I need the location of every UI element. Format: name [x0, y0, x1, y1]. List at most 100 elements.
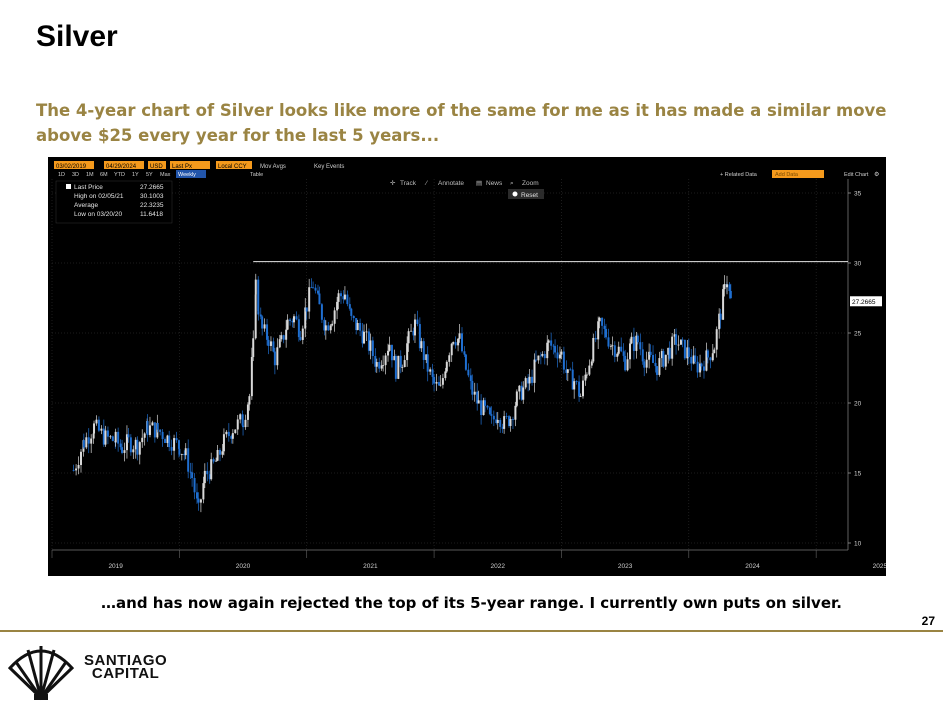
- candle-body: [660, 351, 663, 359]
- candle-body: [655, 366, 658, 375]
- candle-body: [282, 335, 285, 340]
- candle-body: [143, 433, 146, 438]
- candle-body: [184, 448, 187, 456]
- candle-body: [216, 449, 219, 461]
- candle-body: [412, 330, 415, 336]
- candle-body: [636, 335, 639, 343]
- candle-body: [363, 331, 366, 344]
- edit-chart-button[interactable]: Edit Chart: [844, 172, 869, 178]
- zoom-button[interactable]: Zoom: [522, 180, 539, 187]
- candle-body: [215, 460, 218, 462]
- candle-body: [709, 357, 712, 361]
- candle-body: [329, 325, 332, 331]
- currency-text: USD: [150, 164, 163, 170]
- legend-low-value: 11.6418: [140, 211, 163, 218]
- candle-body: [622, 351, 625, 356]
- range-5y[interactable]: 5Y: [146, 172, 153, 178]
- candle-body: [388, 344, 391, 351]
- candle-body: [337, 293, 340, 302]
- candle-body: [177, 440, 180, 449]
- currency-field[interactable]: [148, 161, 166, 169]
- add-data-field[interactable]: [772, 170, 824, 178]
- annotate-button[interactable]: Annotate: [438, 180, 464, 187]
- candle-body: [511, 418, 514, 420]
- range-ytd[interactable]: YTD: [114, 172, 125, 178]
- start-date-field[interactable]: [54, 161, 94, 169]
- news-button[interactable]: News: [486, 180, 503, 187]
- candle-body: [210, 459, 213, 480]
- candle-body: [609, 345, 612, 347]
- candle-body: [416, 319, 419, 325]
- silver-price-chart[interactable]: 03/02/2019 04/29/2024 USD Last Px Local …: [48, 157, 887, 576]
- end-date-field[interactable]: [104, 161, 144, 169]
- candle-body: [305, 307, 308, 312]
- candle-body: [671, 336, 674, 359]
- candle-body: [579, 396, 582, 398]
- candle-body: [641, 349, 644, 362]
- candle-body: [486, 405, 489, 408]
- range-1y[interactable]: 1Y: [132, 172, 139, 178]
- candle-body: [679, 339, 682, 345]
- candle-body: [488, 407, 491, 415]
- gear-icon[interactable]: ⚙: [874, 171, 879, 178]
- x-tick-label: 2024: [745, 563, 760, 570]
- range-max[interactable]: Max: [160, 172, 171, 178]
- candle-body: [127, 434, 130, 438]
- candle-body: [426, 354, 429, 372]
- reset-button[interactable]: Reset: [521, 192, 538, 199]
- candle-body: [125, 434, 128, 451]
- annotate-icon: ⁄: [424, 180, 428, 187]
- candle-body: [219, 449, 222, 455]
- range-6m[interactable]: 6M: [100, 172, 108, 178]
- frequency-text: Weekly: [178, 172, 196, 178]
- candle-body: [314, 287, 317, 291]
- candle-body: [225, 431, 228, 435]
- candle-body: [222, 434, 225, 452]
- candle-body: [380, 365, 383, 369]
- candle-body: [445, 361, 448, 372]
- candle-body: [420, 341, 423, 349]
- candle-body: [183, 454, 186, 456]
- chart-canvas[interactable]: 03/02/2019 04/29/2024 USD Last Px Local …: [48, 157, 887, 576]
- price-field[interactable]: [170, 161, 210, 169]
- related-data-button[interactable]: + Related Data: [720, 172, 758, 178]
- candle-body: [461, 333, 464, 352]
- candle-body: [490, 414, 493, 416]
- candle-body: [257, 311, 260, 315]
- candle-body: [106, 430, 109, 437]
- last-price-label: 27.2665: [852, 299, 876, 306]
- candle-body: [571, 369, 574, 390]
- candle-body: [448, 355, 451, 362]
- candle-body: [278, 339, 281, 348]
- candle-body: [598, 317, 601, 322]
- candle-body: [452, 342, 455, 344]
- candle-body: [515, 391, 518, 406]
- candle-body: [401, 367, 404, 368]
- candle-body: [166, 435, 169, 444]
- candle-body: [495, 419, 498, 423]
- candle-body: [554, 346, 557, 353]
- reset-button-bg[interactable]: [508, 189, 544, 199]
- table-button[interactable]: Table: [250, 172, 263, 178]
- track-button[interactable]: Track: [400, 180, 417, 187]
- candle-body: [250, 357, 253, 397]
- key-events-button[interactable]: Key Events: [314, 164, 344, 170]
- candle-body: [292, 316, 295, 323]
- x-tick-labels: 2019 2020 2021 2022 2023 2024 2025: [51, 550, 887, 570]
- candle-body: [384, 355, 387, 366]
- mov-avgs-button[interactable]: Mov Avgs: [260, 164, 286, 170]
- ccy-field[interactable]: [216, 161, 252, 169]
- grid-lines: [51, 179, 848, 550]
- legend-high-value: 30.1003: [140, 193, 164, 200]
- range-3d[interactable]: 3D: [72, 172, 79, 178]
- y-tick-label: 30: [854, 261, 862, 268]
- candle-body: [119, 443, 122, 448]
- candle-body: [675, 334, 678, 345]
- candle-body: [79, 451, 82, 465]
- candle-body: [202, 483, 205, 500]
- candle-body: [280, 335, 283, 340]
- frequency-select[interactable]: [176, 170, 206, 178]
- price-field-text: Last Px: [172, 164, 192, 170]
- range-1d[interactable]: 1D: [58, 172, 65, 178]
- range-1m[interactable]: 1M: [86, 172, 94, 178]
